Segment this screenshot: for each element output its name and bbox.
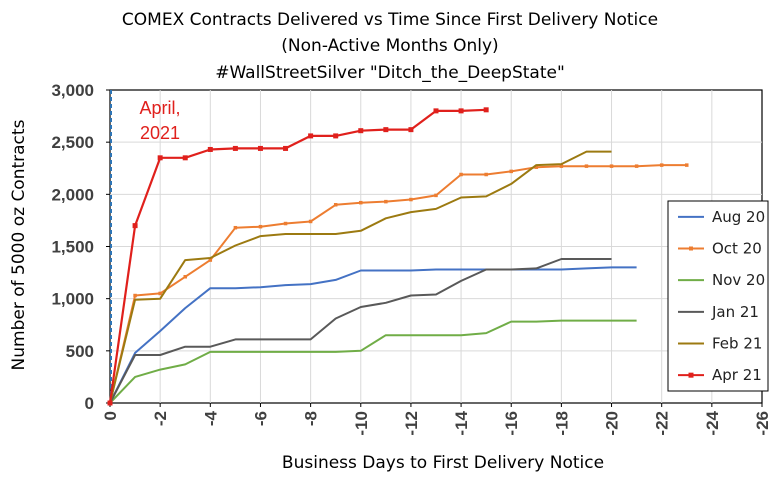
data-point [182,155,188,161]
data-point [158,291,162,296]
x-tick-label: -4 [201,410,220,426]
legend-label: Apr 21 [712,366,762,384]
y-axis-label: Number of 5000 oz Contracts [9,119,29,370]
legend-label: Aug 20 [712,208,765,226]
data-point [458,108,464,114]
gridlines [109,89,763,404]
data-point [609,164,614,168]
data-point [433,108,439,114]
y-tick-label: 3,000 [51,81,94,100]
legend: Aug 20 Oct 20 Nov 20 Jan 21 Feb 21 Apr 21 [667,200,769,392]
data-point [384,199,388,204]
x-tick-label: -18 [552,411,571,436]
data-point [659,163,664,167]
data-point [232,145,238,151]
x-tick-label: -10 [352,411,371,436]
x-tick-label: -16 [502,411,521,436]
x-axis-label: Business Days to First Delivery Notice [282,453,604,473]
data-point [333,203,338,207]
axis-labels: Business Days to First Delivery Notice Nu… [9,119,604,473]
data-point [358,128,364,134]
chart-title-line: (Non-Active Months Only) [281,36,498,56]
data-point [459,172,463,177]
legend-label: Oct 20 [712,240,762,258]
legend-marker [689,246,693,251]
series-line [109,266,637,404]
data-point [257,145,263,151]
data-point [483,107,489,113]
data-point [359,200,363,205]
data-point [283,145,289,151]
y-tick-label: 500 [66,342,94,361]
data-point [207,146,213,152]
data-point [685,163,689,167]
data-point [534,165,539,169]
annotation-text: 2021 [140,123,180,143]
y-tick-label: 1,500 [51,238,94,257]
data-point [584,164,589,168]
data-point [333,133,339,139]
series-line [108,108,487,404]
legend-label: Jan 21 [711,303,759,321]
data-point [258,224,263,229]
data-point [107,400,113,406]
data-point [308,133,314,139]
x-tick-label: -6 [251,411,270,426]
y-tick-label: 1,000 [51,290,94,309]
series-line [109,258,612,404]
x-tick-label: -26 [753,411,772,436]
data-point [484,172,488,177]
x-tick-label: -12 [402,411,421,436]
data-point [132,223,138,229]
x-axis-ticks: 0 -2 -4 -6 -8 -10 -12 -14 -16 -18 -20 -22 -24 -26 [101,403,772,436]
x-tick-label: -14 [452,410,471,435]
data-point [133,293,137,298]
y-axis-ticks: 0 500 1,000 1,500 2,000 2,500 3,000 [51,81,110,413]
data-point [408,127,414,133]
series-line [109,319,637,404]
chart-title-line: #WallStreetSilver "Ditch_the_DeepState" [215,63,565,83]
x-tick-label: -24 [703,410,722,435]
x-tick-label: 0 [101,411,120,420]
y-tick-label: 2,500 [51,133,94,152]
y-tick-label: 0 [85,394,94,413]
data-point [183,275,187,279]
legend-label: Nov 20 [712,271,765,289]
data-point [308,219,313,224]
data-point [157,155,163,161]
legend-box [667,200,769,392]
data-point [559,164,564,168]
legend-label: Feb 21 [712,335,762,353]
x-tick-label: -2 [151,411,170,426]
x-tick-label: -8 [302,411,321,426]
data-point [283,221,288,226]
data-point [434,193,438,198]
data-point [208,258,213,262]
chart-title: COMEX Contracts Delivered vs Time Since … [122,10,658,83]
series-line [109,164,687,404]
annotation-text: April, [139,98,180,118]
data-point [509,169,513,174]
legend-marker [688,372,694,378]
series-line [109,150,612,404]
data-point [634,164,639,168]
data-point [233,225,238,230]
x-tick-label: -20 [603,411,622,436]
series-lines [107,107,689,406]
x-tick-label: -22 [653,411,672,436]
chart-title-line: COMEX Contracts Delivered vs Time Since … [122,10,658,30]
y-tick-label: 2,000 [51,185,94,204]
data-point [409,197,413,202]
data-point [383,127,389,133]
annotation: April, 2021 [139,98,180,143]
